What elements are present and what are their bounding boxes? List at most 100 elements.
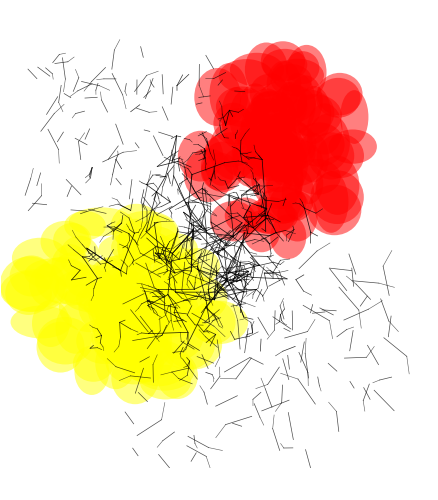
Ellipse shape (0, 256, 59, 312)
Ellipse shape (5, 271, 52, 315)
Ellipse shape (184, 148, 233, 202)
Ellipse shape (316, 156, 359, 215)
Ellipse shape (232, 130, 265, 186)
Ellipse shape (106, 340, 164, 384)
Ellipse shape (166, 257, 204, 298)
Ellipse shape (272, 58, 324, 92)
Ellipse shape (233, 133, 277, 180)
Ellipse shape (132, 278, 194, 318)
Ellipse shape (89, 278, 140, 332)
Ellipse shape (129, 226, 182, 268)
Ellipse shape (35, 257, 92, 304)
Ellipse shape (201, 152, 239, 190)
Ellipse shape (89, 258, 133, 298)
Ellipse shape (277, 191, 318, 242)
Ellipse shape (201, 142, 244, 192)
Ellipse shape (257, 187, 308, 224)
Ellipse shape (307, 184, 361, 235)
Ellipse shape (311, 170, 364, 224)
Ellipse shape (222, 108, 257, 150)
Ellipse shape (99, 286, 141, 332)
Ellipse shape (243, 155, 285, 194)
Ellipse shape (271, 64, 312, 96)
Ellipse shape (254, 130, 304, 182)
Ellipse shape (11, 306, 72, 338)
Ellipse shape (270, 214, 306, 259)
Ellipse shape (10, 256, 53, 296)
Ellipse shape (97, 305, 156, 337)
Ellipse shape (271, 85, 316, 122)
Ellipse shape (56, 302, 95, 354)
Ellipse shape (257, 115, 298, 171)
Ellipse shape (157, 234, 198, 263)
Ellipse shape (37, 317, 93, 364)
Ellipse shape (261, 42, 305, 82)
Ellipse shape (286, 45, 326, 100)
Ellipse shape (139, 215, 177, 254)
Ellipse shape (282, 90, 334, 136)
Ellipse shape (118, 331, 174, 382)
Ellipse shape (53, 223, 91, 256)
Ellipse shape (116, 309, 173, 339)
Ellipse shape (124, 337, 162, 382)
Ellipse shape (78, 279, 145, 335)
Ellipse shape (267, 126, 298, 186)
Ellipse shape (102, 314, 154, 366)
Ellipse shape (251, 90, 293, 123)
Ellipse shape (289, 76, 323, 127)
Ellipse shape (95, 337, 136, 389)
Ellipse shape (238, 110, 278, 166)
Ellipse shape (144, 286, 199, 338)
Ellipse shape (178, 131, 223, 182)
Ellipse shape (213, 103, 253, 144)
Ellipse shape (108, 266, 174, 302)
Ellipse shape (317, 73, 363, 116)
Ellipse shape (317, 134, 364, 178)
Ellipse shape (107, 272, 159, 328)
Ellipse shape (307, 104, 343, 154)
Ellipse shape (248, 113, 276, 159)
Ellipse shape (219, 59, 274, 94)
Ellipse shape (262, 49, 307, 80)
Ellipse shape (76, 318, 132, 364)
Ellipse shape (225, 198, 265, 234)
Ellipse shape (65, 264, 112, 298)
Ellipse shape (76, 284, 137, 314)
Ellipse shape (279, 132, 308, 191)
Ellipse shape (158, 306, 204, 360)
Ellipse shape (29, 264, 66, 306)
Ellipse shape (209, 120, 259, 180)
Ellipse shape (89, 280, 134, 322)
Ellipse shape (250, 74, 289, 112)
Ellipse shape (157, 352, 198, 399)
Ellipse shape (209, 63, 248, 125)
Ellipse shape (164, 320, 222, 370)
Ellipse shape (297, 86, 331, 144)
Ellipse shape (328, 130, 377, 164)
Ellipse shape (281, 74, 316, 133)
Ellipse shape (134, 259, 189, 288)
Ellipse shape (55, 268, 119, 306)
Ellipse shape (307, 114, 350, 172)
Ellipse shape (294, 122, 345, 166)
Ellipse shape (98, 282, 140, 330)
Ellipse shape (137, 270, 188, 306)
Ellipse shape (275, 137, 315, 170)
Ellipse shape (180, 277, 227, 320)
Ellipse shape (96, 290, 142, 324)
Ellipse shape (0, 270, 67, 312)
Ellipse shape (92, 310, 146, 366)
Ellipse shape (106, 322, 171, 374)
Ellipse shape (51, 244, 89, 288)
Ellipse shape (243, 210, 280, 252)
Ellipse shape (204, 134, 239, 186)
Ellipse shape (94, 314, 157, 359)
Ellipse shape (12, 238, 68, 278)
Ellipse shape (340, 90, 368, 144)
Ellipse shape (270, 121, 316, 168)
Ellipse shape (265, 130, 301, 176)
Ellipse shape (297, 133, 329, 182)
Ellipse shape (261, 152, 296, 192)
Ellipse shape (246, 198, 296, 234)
Ellipse shape (251, 88, 283, 126)
